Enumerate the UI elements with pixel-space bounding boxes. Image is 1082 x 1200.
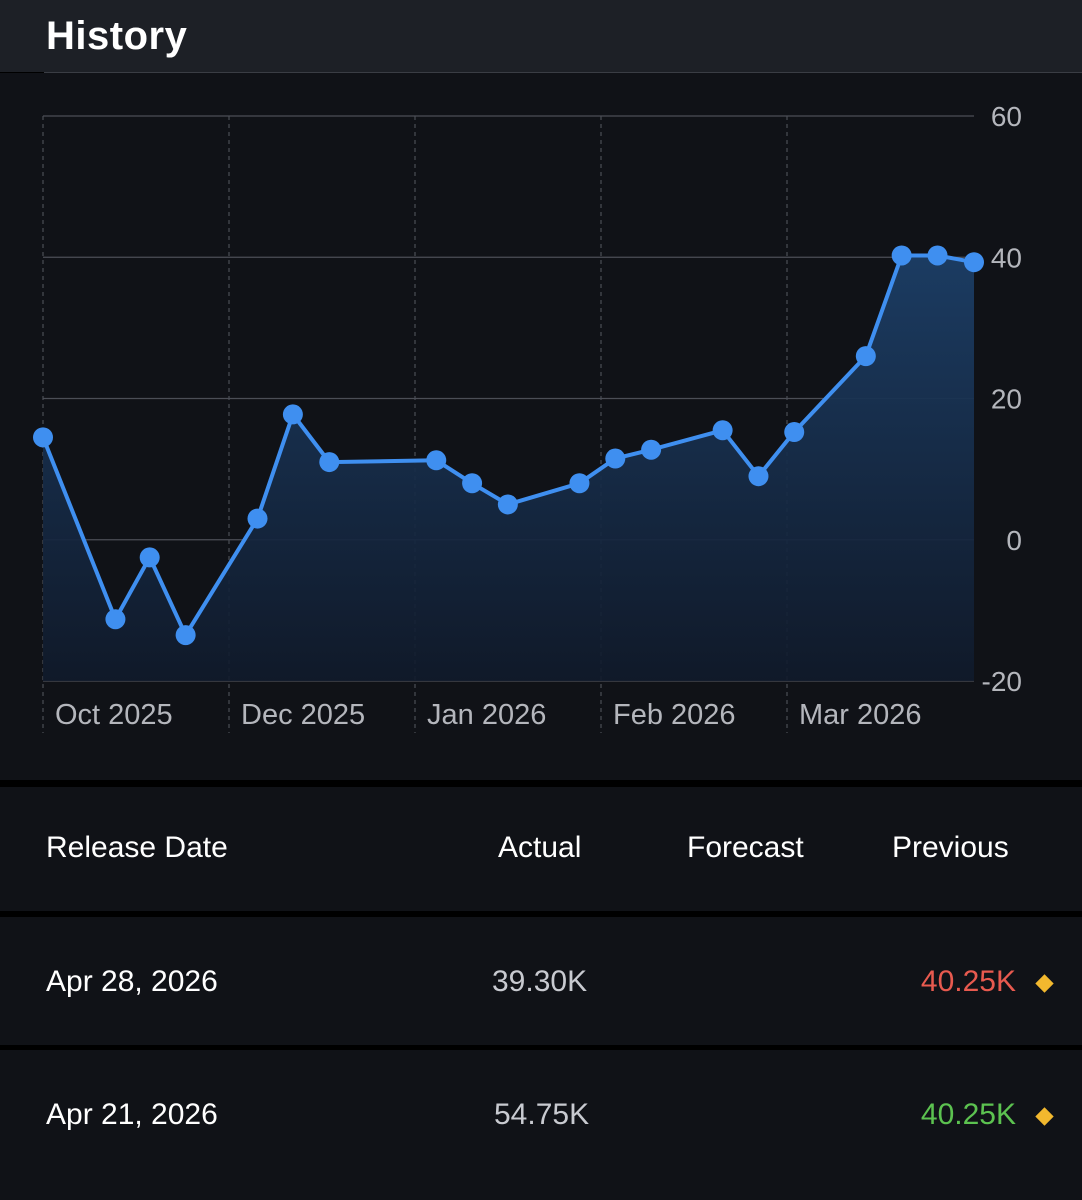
diamond-icon [1035, 974, 1054, 993]
chart-point[interactable] [247, 508, 268, 529]
diamond-icon [1035, 1107, 1054, 1126]
x-tick-label: Feb 2026 [613, 699, 736, 731]
chart-point[interactable] [426, 450, 447, 471]
previous-value: 40.25K [920, 965, 1016, 998]
previous-value: 40.25K [920, 1098, 1016, 1131]
chart-point[interactable] [605, 448, 626, 469]
page-title: History [46, 14, 188, 58]
table-row[interactable]: Apr 28, 2026 39.30K 40.25K [0, 917, 1082, 1045]
chart-point[interactable] [964, 252, 984, 273]
history-chart: 60 40 20 0 -20 Oct 2025 Dec 2025 Jan 2026 Feb 20… [0, 73, 1082, 780]
y-tick-label: 40 [991, 242, 1022, 273]
chart-point[interactable] [319, 452, 340, 473]
chart-point[interactable] [712, 420, 733, 441]
chart-point[interactable] [175, 625, 196, 646]
x-tick-label: Oct 2025 [55, 699, 173, 731]
chart-point[interactable] [462, 473, 483, 494]
release-date: Apr 28, 2026 [46, 965, 218, 998]
x-tick-label: Dec 2025 [241, 699, 365, 731]
chart-point[interactable] [282, 404, 303, 425]
chart-series-line [41, 253, 975, 638]
chart-point[interactable] [33, 427, 53, 448]
chart-svg: 60 40 20 0 -20 Oct 2025 Dec 2025 Jan 2026 Feb 20… [33, 101, 1022, 733]
y-tick-label: -20 [982, 666, 1022, 697]
column-release-date: Release Date [46, 831, 228, 864]
column-previous: Previous [892, 831, 1009, 864]
chart-point[interactable] [105, 609, 126, 630]
chart-point[interactable] [748, 466, 769, 487]
chart-point[interactable] [784, 422, 805, 443]
header-divider [44, 72, 1082, 73]
column-forecast: Forecast [687, 831, 804, 864]
x-tick-label: Mar 2026 [799, 699, 922, 731]
chart-point[interactable] [855, 346, 876, 367]
x-tick-label: Jan 2026 [427, 699, 546, 731]
chart-point[interactable] [927, 245, 948, 266]
y-tick-label: 60 [991, 101, 1022, 132]
chart-point[interactable] [497, 494, 518, 515]
history-header: History [0, 0, 1082, 72]
actual-value: 54.75K [494, 1098, 590, 1131]
chart-point[interactable] [891, 245, 912, 266]
table-row[interactable]: Apr 21, 2026 54.75K 40.25K [0, 1050, 1082, 1200]
chart-point[interactable] [139, 547, 160, 568]
y-tick-label: 0 [1006, 525, 1022, 556]
actual-value: 39.30K [492, 965, 588, 998]
chart-point[interactable] [569, 473, 590, 494]
chart-area-fill [43, 255, 974, 681]
chart-point[interactable] [641, 439, 662, 460]
y-tick-label: 20 [991, 384, 1022, 415]
table-header: Release Date Actual Forecast Previous [0, 787, 1082, 911]
column-actual: Actual [498, 831, 582, 864]
release-date: Apr 21, 2026 [46, 1098, 218, 1131]
